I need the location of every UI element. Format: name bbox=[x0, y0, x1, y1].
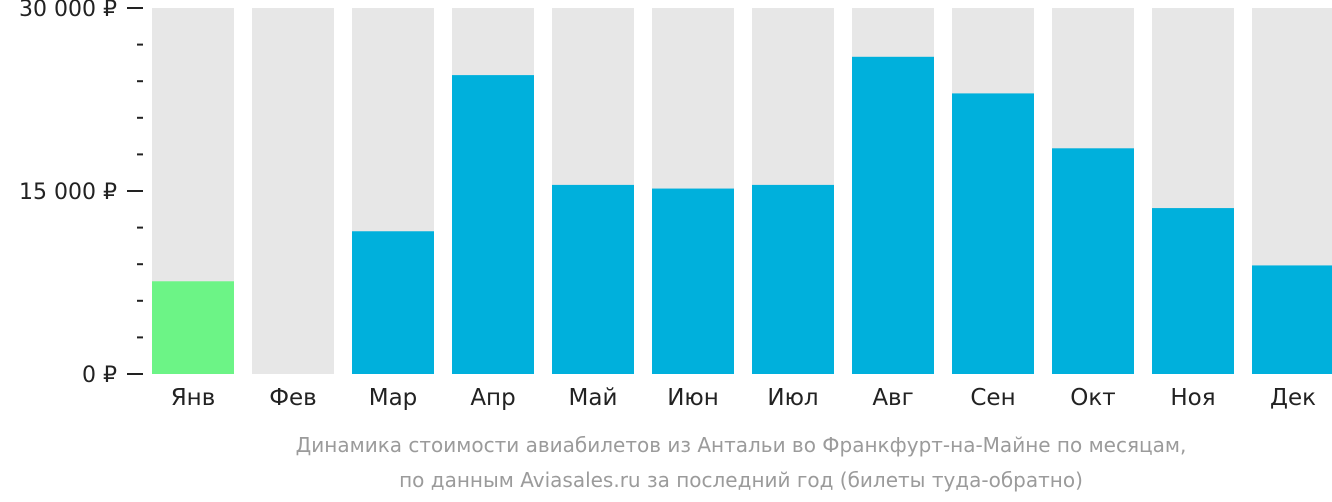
bar-12[interactable] bbox=[1252, 265, 1332, 374]
x-tick-label-4: Апр bbox=[470, 385, 515, 411]
bar-5[interactable] bbox=[552, 184, 634, 374]
chart-caption-line-1: Динамика стоимости авиабилетов из Анталь… bbox=[296, 433, 1187, 457]
chart-caption-line-2: по данным Aviasales.ru за последний год … bbox=[399, 468, 1083, 492]
x-tick-label-6: Июн bbox=[667, 385, 719, 411]
bar-11[interactable] bbox=[1152, 208, 1234, 374]
x-tick-label-9: Сен bbox=[970, 385, 1015, 411]
bar-3[interactable] bbox=[352, 231, 434, 374]
bars-layer bbox=[152, 8, 1332, 375]
x-tick-label-1: Янв bbox=[171, 385, 216, 411]
bar-7[interactable] bbox=[752, 184, 834, 374]
x-tick-label-12: Дек bbox=[1270, 385, 1316, 411]
x-tick-label-7: Июл bbox=[767, 385, 818, 411]
x-axis: Янв Фев Мар Апр Май Июн Июл Авг Сен Окт Ноя Дек bbox=[171, 385, 1316, 411]
bar-1[interactable] bbox=[152, 281, 234, 374]
bar-4[interactable] bbox=[452, 75, 534, 374]
bar-6[interactable] bbox=[652, 188, 734, 374]
x-tick-label-11: Ноя bbox=[1170, 385, 1215, 411]
x-tick-label-10: Окт bbox=[1070, 385, 1115, 411]
y-tick-label-2: 15 000 ₽ bbox=[19, 180, 117, 205]
x-tick-label-3: Мар bbox=[369, 385, 418, 411]
bar-8[interactable] bbox=[852, 56, 934, 375]
x-tick-label-8: Авг bbox=[872, 385, 913, 411]
y-tick-label-1: 0 ₽ bbox=[82, 363, 117, 388]
bar-background-2 bbox=[252, 8, 334, 374]
bar-9[interactable] bbox=[952, 93, 1034, 375]
y-axis: 0 ₽ 15 000 ₽ 30 000 ₽ bbox=[19, 0, 143, 388]
x-tick-label-5: Май bbox=[569, 385, 618, 411]
x-tick-label-2: Фев bbox=[269, 385, 317, 411]
bar-10[interactable] bbox=[1052, 148, 1134, 374]
y-tick-label-3: 30 000 ₽ bbox=[19, 0, 117, 22]
